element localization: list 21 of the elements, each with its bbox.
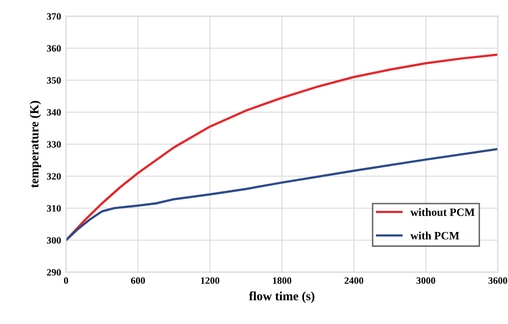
- y-tick-label: 300: [46, 237, 61, 244]
- x-tick-label: 3600: [488, 277, 508, 284]
- x-tick-label: 0: [64, 277, 68, 284]
- y-tick-label: 310: [46, 205, 61, 212]
- legend-label: with PCM: [410, 232, 460, 240]
- x-tick-label: 2400: [344, 277, 364, 284]
- y-tick-label: 340: [46, 109, 61, 116]
- y-tick-label: 360: [46, 45, 61, 52]
- x-tick-label: 1800: [272, 277, 292, 284]
- y-tick-label: 330: [46, 141, 61, 148]
- x-tick-label: 600: [131, 277, 145, 284]
- legend-label: without PCM: [410, 208, 475, 216]
- x-axis-title: flow time (s): [249, 291, 314, 303]
- x-tick-label: 3000: [416, 277, 436, 284]
- y-tick-label: 370: [46, 13, 61, 20]
- y-axis-title: temperature (K): [30, 100, 42, 188]
- y-tick-label: 290: [47, 269, 61, 276]
- y-tick-label: 320: [46, 173, 61, 180]
- x-tick-label: 1200: [201, 277, 220, 284]
- line-series: [66, 148, 498, 242]
- y-tick-label: 350: [46, 77, 61, 84]
